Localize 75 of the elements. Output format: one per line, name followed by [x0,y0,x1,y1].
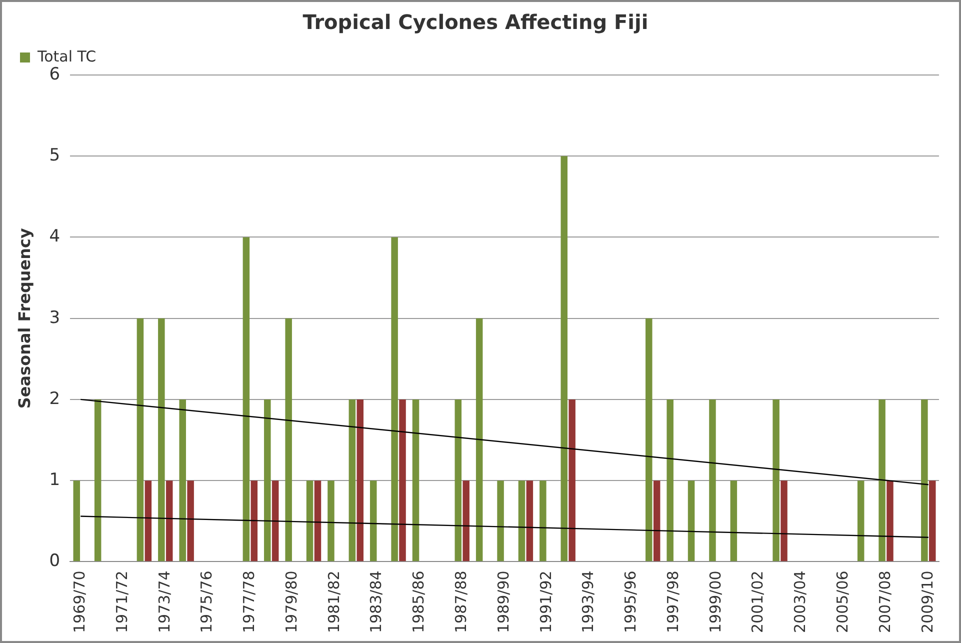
y-tick-label: 5 [49,146,60,166]
x-tick-label: 1979/80 [282,570,300,634]
bar [497,480,504,562]
y-tick-label: 4 [49,226,60,247]
bar [328,480,334,562]
bar [540,480,546,562]
bar [929,480,936,562]
bar [772,399,780,562]
bar [646,318,652,562]
x-tick-label: 2009/10 [918,570,936,634]
x-tick-label: 2003/04 [791,570,810,634]
x-tick-label: 2007/08 [876,570,894,634]
y-tick-label: 6 [49,64,60,84]
bar [94,399,102,562]
bar [272,480,279,562]
bar [73,480,80,562]
x-tick-label: 1983/84 [367,570,386,634]
x-tick-label: 1971/72 [112,570,131,634]
x-tick-label: 1973/74 [155,570,174,634]
bar [250,480,258,562]
bar [356,399,364,562]
x-tick-label: 1977/78 [240,570,258,634]
bar [412,399,420,562]
bar [348,399,356,562]
bar [709,399,716,562]
x-tick-label: 1991/92 [536,570,555,634]
bar [688,480,695,562]
bar [476,318,483,562]
bar [187,480,194,562]
legend-label: Total TC [36,47,96,66]
bar [144,480,152,562]
bar [730,480,738,562]
bar [306,480,314,562]
bar [370,480,377,562]
y-tick-label: 1 [49,470,60,490]
y-tick-label: 0 [49,551,60,572]
bar [242,237,250,562]
bar [780,480,788,562]
x-tick-label: 1969/70 [70,570,89,634]
bar [568,399,576,562]
bar [179,399,186,562]
chart-title: Tropical Cyclones Affecting Fiji [302,10,648,34]
bar [264,399,271,562]
y-tick-label: 3 [49,308,60,328]
bar [886,480,894,562]
bar [653,480,660,562]
bar [462,480,470,562]
y-tick-label: 2 [49,388,60,409]
bar [166,480,173,562]
bar [666,399,674,562]
x-tick-label: 1993/94 [579,570,598,634]
x-tick-label: 2001/02 [748,570,767,634]
bar [399,399,406,562]
x-tick-label: 1997/98 [664,570,682,634]
bar [560,156,568,562]
bar [878,399,886,562]
bar [285,318,292,562]
bar [454,399,462,562]
bar [136,318,144,562]
y-axis-title: Seasonal Frequency [14,227,34,409]
x-tick-label: 1995/96 [622,570,640,634]
bar [857,480,864,562]
bar [518,480,526,562]
x-tick-label: 1999/00 [706,570,724,634]
bar [314,480,322,562]
bar [391,237,398,562]
x-tick-label: 1989/90 [494,570,512,634]
bar [921,399,928,562]
x-tick-label: 2005/06 [834,570,852,634]
x-tick-label: 1981/82 [324,570,343,634]
x-tick-label: 1975/76 [198,570,216,634]
bar [158,318,165,562]
x-tick-label: 1985/86 [410,570,428,634]
x-tick-label: 1987/88 [452,570,470,634]
bar [526,480,534,562]
